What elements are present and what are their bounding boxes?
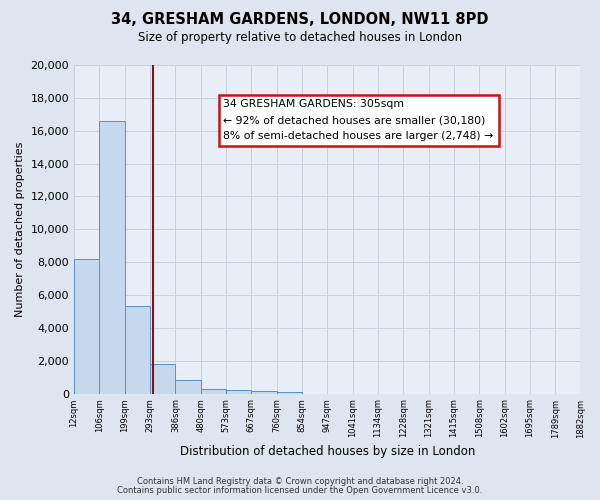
Bar <box>226 390 251 394</box>
Text: 34, GRESHAM GARDENS, LONDON, NW11 8PD: 34, GRESHAM GARDENS, LONDON, NW11 8PD <box>111 12 489 28</box>
Bar <box>200 388 226 394</box>
Bar <box>100 121 125 394</box>
X-axis label: Distribution of detached houses by size in London: Distribution of detached houses by size … <box>179 444 475 458</box>
Bar <box>125 306 150 394</box>
Text: Contains HM Land Registry data © Crown copyright and database right 2024.: Contains HM Land Registry data © Crown c… <box>137 477 463 486</box>
Bar <box>74 259 100 394</box>
Bar <box>251 391 277 394</box>
Text: 34 GRESHAM GARDENS: 305sqm
← 92% of detached houses are smaller (30,180)
8% of s: 34 GRESHAM GARDENS: 305sqm ← 92% of deta… <box>223 100 494 140</box>
Y-axis label: Number of detached properties: Number of detached properties <box>15 142 25 317</box>
Bar <box>277 392 302 394</box>
Text: Size of property relative to detached houses in London: Size of property relative to detached ho… <box>138 31 462 44</box>
Bar <box>150 364 175 394</box>
Text: Contains public sector information licensed under the Open Government Licence v3: Contains public sector information licen… <box>118 486 482 495</box>
Bar <box>175 380 200 394</box>
